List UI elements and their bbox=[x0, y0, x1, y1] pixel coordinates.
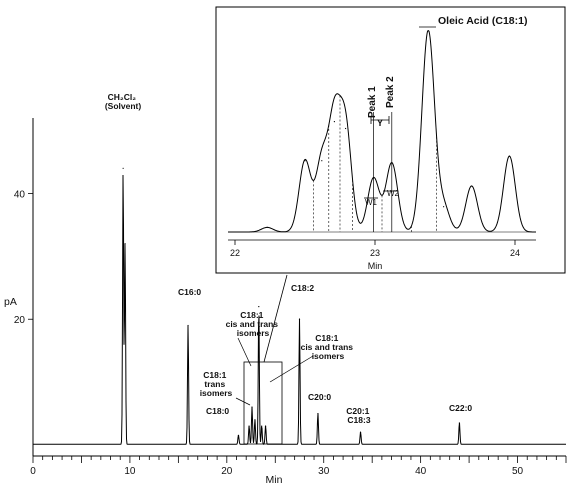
label-w1: W1 bbox=[365, 198, 378, 207]
label-pointer-lines bbox=[235, 337, 314, 406]
label-oleic-acid: Oleic Acid (C18:1) bbox=[438, 15, 527, 27]
main-peak-apex bbox=[264, 425, 267, 427]
zoom-region-box bbox=[243, 361, 283, 445]
peak-labels: CH₂Cl₂ (Solvent) C16:0 C18:1 cis and tra… bbox=[105, 92, 473, 425]
main-x-tick-label: 10 bbox=[124, 466, 136, 477]
label-c18-0: C18:0 bbox=[206, 406, 229, 416]
main-peak-apex bbox=[298, 318, 301, 320]
main-x-tick-label: 40 bbox=[415, 466, 427, 477]
main-peak-marks bbox=[122, 167, 460, 437]
inset-peak-apex bbox=[345, 127, 347, 130]
main-axes: 0 10 20 30 40 50 20 40 bbox=[14, 118, 567, 477]
inset-peak-apex bbox=[471, 185, 473, 187]
main-peak-apex bbox=[317, 412, 319, 415]
inset-peak-apex bbox=[266, 226, 268, 228]
main-y-tick-label: 40 bbox=[14, 189, 26, 200]
main-x-tick-label: 0 bbox=[30, 466, 36, 477]
y-separation-marker bbox=[370, 116, 390, 124]
inset-peak-apex bbox=[373, 177, 375, 179]
label-solvent: CH₂Cl₂ (Solvent) bbox=[105, 92, 142, 111]
label-c22-0: C22:0 bbox=[449, 403, 472, 413]
pointer-line bbox=[237, 337, 252, 367]
main-peak-apex bbox=[122, 167, 124, 169]
inset-panel bbox=[215, 6, 566, 274]
inset-peak-apex bbox=[427, 30, 429, 32]
label-y: Y bbox=[377, 118, 383, 128]
main-peak-apex bbox=[359, 431, 362, 434]
main-chromatogram-trace bbox=[33, 174, 566, 445]
label-c20-1-c18-3: C20:1 C18:3 bbox=[346, 406, 372, 425]
inset-peak-marks bbox=[266, 30, 510, 228]
label-c18-2: C18:2 bbox=[291, 283, 314, 293]
main-peak-apex bbox=[458, 422, 460, 424]
label-peak-1: Peak 1 bbox=[367, 86, 378, 118]
main-peak-apex bbox=[261, 425, 263, 427]
width-markers bbox=[364, 190, 398, 199]
label-w2: W2 bbox=[387, 189, 400, 198]
inset-x-tick-label: 24 bbox=[510, 248, 520, 258]
zoom-connector-line bbox=[263, 274, 288, 363]
main-peak-apex bbox=[254, 419, 256, 421]
label-c18-1-cis-trans-left: C18:1 cis and trans isomers bbox=[226, 310, 281, 338]
inset-x-axis-label: Min bbox=[368, 261, 383, 271]
inset-peak-apex bbox=[321, 160, 323, 162]
label-c16-0: C16:0 bbox=[178, 287, 201, 297]
inset-peak-apex bbox=[443, 206, 445, 208]
inset-peak-apex bbox=[304, 160, 306, 162]
label-c18-1-trans: C18:1 trans isomers bbox=[200, 370, 233, 398]
main-y-tick-label: 20 bbox=[14, 315, 26, 326]
pointer-line bbox=[235, 397, 251, 406]
inset-x-tick-label: 22 bbox=[230, 248, 240, 258]
main-x-tick-label: 50 bbox=[512, 466, 524, 477]
main-peak-apex bbox=[251, 406, 253, 408]
inset-x-tick-label: 23 bbox=[370, 248, 380, 258]
main-peak-apex bbox=[248, 425, 250, 427]
inset-chromatogram-trace bbox=[228, 30, 536, 233]
inset-peak-apex bbox=[391, 162, 393, 164]
main-peak-apex bbox=[124, 243, 126, 245]
main-peak-apex bbox=[187, 324, 189, 327]
label-c18-1-cis-trans-right: C18:1 cis and trans isomers bbox=[301, 333, 356, 361]
main-x-axis-label: Min bbox=[266, 474, 283, 486]
inset-peak-apex bbox=[508, 155, 510, 157]
inset-peak-apex bbox=[333, 121, 335, 123]
main-x-tick-label: 20 bbox=[221, 466, 233, 477]
inset-axes: 22 23 24 bbox=[228, 231, 536, 258]
inset-peak-dividers bbox=[313, 95, 437, 232]
main-x-tick-label: 30 bbox=[318, 466, 330, 477]
main-peak-apex bbox=[258, 306, 260, 308]
main-y-axis-label: pA bbox=[4, 296, 17, 308]
label-c20-0: C20:0 bbox=[308, 392, 331, 402]
label-peak-2: Peak 2 bbox=[385, 76, 396, 108]
main-peak-apex bbox=[237, 434, 240, 437]
pointer-line bbox=[269, 355, 314, 383]
